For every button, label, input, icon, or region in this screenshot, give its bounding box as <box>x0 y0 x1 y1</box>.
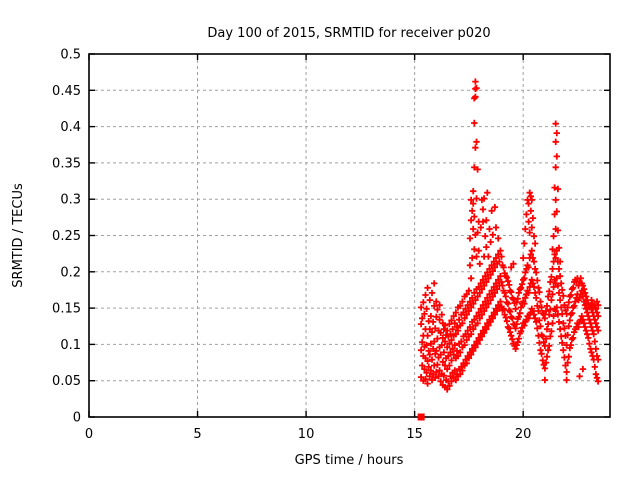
y-tick-label: 0.1 <box>60 338 81 353</box>
y-tick-label: 0.2 <box>60 265 81 280</box>
y-tick-label: 0.5 <box>60 48 81 63</box>
y-tick-label: 0.15 <box>52 302 81 317</box>
grid-lines <box>89 54 610 417</box>
x-axis-label: GPS time / hours <box>295 453 404 468</box>
chart-title: Day 100 of 2015, SRMTID for receiver p02… <box>207 26 490 41</box>
y-tick-label: 0.4 <box>60 120 81 135</box>
data-plus-markers <box>417 78 602 393</box>
x-tick-label: 10 <box>298 427 315 442</box>
tick-labels: 0 5 10 15 20 0 0.05 0.1 0.15 0.2 0.25 0.3 0.35 0.4 0.4… <box>52 48 531 443</box>
y-axis-label: SRMTID / TECUs <box>11 183 26 288</box>
data-square-marker <box>417 413 425 421</box>
x-tick-label: 5 <box>193 427 201 442</box>
y-tick-label: 0.45 <box>52 84 81 99</box>
x-tick-label: 15 <box>406 427 423 442</box>
y-tick-label: 0 <box>73 411 81 426</box>
x-tick-label: 0 <box>85 427 93 442</box>
y-tick-label: 0.05 <box>52 374 81 389</box>
x-tick-label: 20 <box>515 427 532 442</box>
y-tick-label: 0.25 <box>52 229 81 244</box>
y-tick-label: 0.35 <box>52 156 81 171</box>
scatter-points <box>417 78 602 421</box>
axis-ticks <box>88 53 610 418</box>
y-tick-label: 0.3 <box>60 193 81 208</box>
